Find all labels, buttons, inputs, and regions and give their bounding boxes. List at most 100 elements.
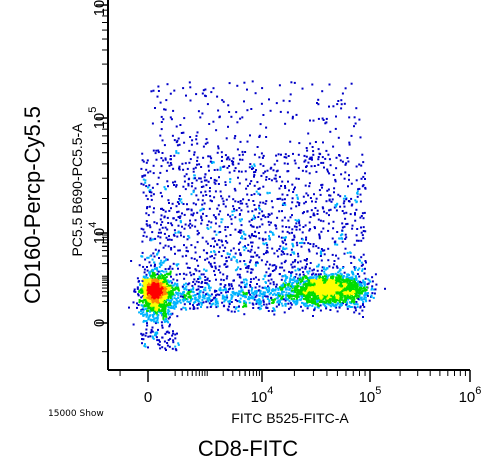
event-dot bbox=[169, 302, 172, 305]
event-dot bbox=[209, 298, 211, 301]
event-dot bbox=[275, 283, 278, 286]
event-dot bbox=[159, 273, 162, 276]
event-dot bbox=[319, 293, 322, 296]
event-dot bbox=[282, 285, 285, 288]
event-dot bbox=[319, 273, 322, 276]
event-dot bbox=[146, 313, 149, 316]
event-dot bbox=[358, 288, 361, 291]
event-dot bbox=[350, 281, 353, 284]
event-dot bbox=[154, 274, 157, 276]
event-dot bbox=[340, 291, 342, 294]
event-dot bbox=[277, 288, 280, 291]
event-dot bbox=[166, 320, 169, 323]
event-dot bbox=[164, 268, 167, 271]
event-dot bbox=[143, 304, 146, 307]
event-dot bbox=[160, 310, 163, 312]
event-dot bbox=[355, 301, 358, 303]
event-dot bbox=[298, 274, 301, 277]
event-dot bbox=[158, 304, 161, 307]
event-dot bbox=[157, 299, 159, 302]
event-dot bbox=[331, 295, 334, 298]
event-dot bbox=[345, 298, 348, 301]
event-dot bbox=[162, 275, 165, 277]
event-dot bbox=[348, 277, 351, 280]
event-dot bbox=[336, 283, 339, 286]
event-dot bbox=[156, 307, 159, 310]
event-dot bbox=[305, 286, 308, 289]
event-dot bbox=[319, 276, 322, 279]
event-dot bbox=[138, 301, 141, 303]
event-dot bbox=[266, 298, 269, 300]
event-dot bbox=[341, 294, 344, 297]
event-dot bbox=[324, 275, 326, 278]
event-dot bbox=[160, 277, 163, 280]
event-dot bbox=[340, 283, 343, 286]
event-dot bbox=[146, 309, 149, 312]
event-dot bbox=[316, 269, 319, 272]
event-dot bbox=[354, 295, 357, 297]
event-dot bbox=[163, 311, 166, 314]
event-dot bbox=[307, 282, 310, 285]
event-dot bbox=[321, 266, 324, 269]
event-dot bbox=[163, 286, 166, 289]
event-dot bbox=[306, 283, 309, 286]
event-dot bbox=[165, 297, 168, 299]
event-dot bbox=[335, 276, 338, 279]
event-dot bbox=[325, 273, 328, 276]
event-dot bbox=[146, 299, 149, 301]
event-dot bbox=[340, 274, 343, 277]
event-dot bbox=[171, 284, 174, 287]
event-dot bbox=[338, 299, 341, 302]
event-dot bbox=[307, 293, 310, 296]
event-dot bbox=[151, 326, 154, 329]
event-dot bbox=[147, 303, 150, 306]
event-dot bbox=[152, 315, 154, 317]
event-dot bbox=[365, 289, 368, 291]
event-dot bbox=[154, 308, 157, 311]
event-dot bbox=[339, 284, 342, 287]
event-dot bbox=[150, 328, 153, 331]
event-dot bbox=[148, 294, 151, 296]
event-dot bbox=[146, 296, 149, 299]
event-dot bbox=[342, 275, 345, 277]
event-dot bbox=[337, 293, 340, 296]
event-dot bbox=[142, 338, 145, 341]
event-dot bbox=[167, 317, 170, 320]
event-dot bbox=[154, 317, 156, 320]
event-dot bbox=[158, 308, 161, 311]
event-dot bbox=[356, 273, 359, 275]
event-dot bbox=[322, 268, 325, 270]
event-dot bbox=[323, 272, 326, 275]
event-dot bbox=[243, 292, 246, 295]
event-dot bbox=[172, 302, 175, 305]
event-dot bbox=[372, 296, 375, 299]
event-dot bbox=[315, 298, 317, 301]
event-dot bbox=[334, 303, 337, 306]
event-dot bbox=[262, 293, 265, 295]
event-dot bbox=[150, 298, 153, 301]
event-dot bbox=[353, 301, 356, 304]
event-dot bbox=[282, 275, 285, 277]
event-dot bbox=[328, 298, 331, 301]
event-dot bbox=[145, 304, 148, 307]
event-dot bbox=[138, 280, 141, 283]
event-dot bbox=[284, 278, 287, 281]
event-dot bbox=[176, 315, 179, 318]
event-dot bbox=[294, 280, 296, 283]
event-dot bbox=[299, 282, 302, 285]
event-dot bbox=[216, 302, 219, 305]
event-dot bbox=[148, 296, 151, 299]
event-dot bbox=[167, 313, 170, 316]
event-dot bbox=[360, 290, 363, 293]
event-dot bbox=[151, 275, 154, 278]
event-dot bbox=[149, 314, 152, 317]
event-dot bbox=[141, 301, 144, 304]
event-dot bbox=[366, 293, 369, 296]
event-dot bbox=[262, 300, 265, 303]
event-dot bbox=[311, 280, 314, 283]
event-dot bbox=[354, 287, 357, 290]
event-dot bbox=[299, 292, 302, 295]
event-dot bbox=[155, 301, 158, 304]
event-dot bbox=[346, 281, 349, 284]
event-dot bbox=[296, 286, 299, 289]
